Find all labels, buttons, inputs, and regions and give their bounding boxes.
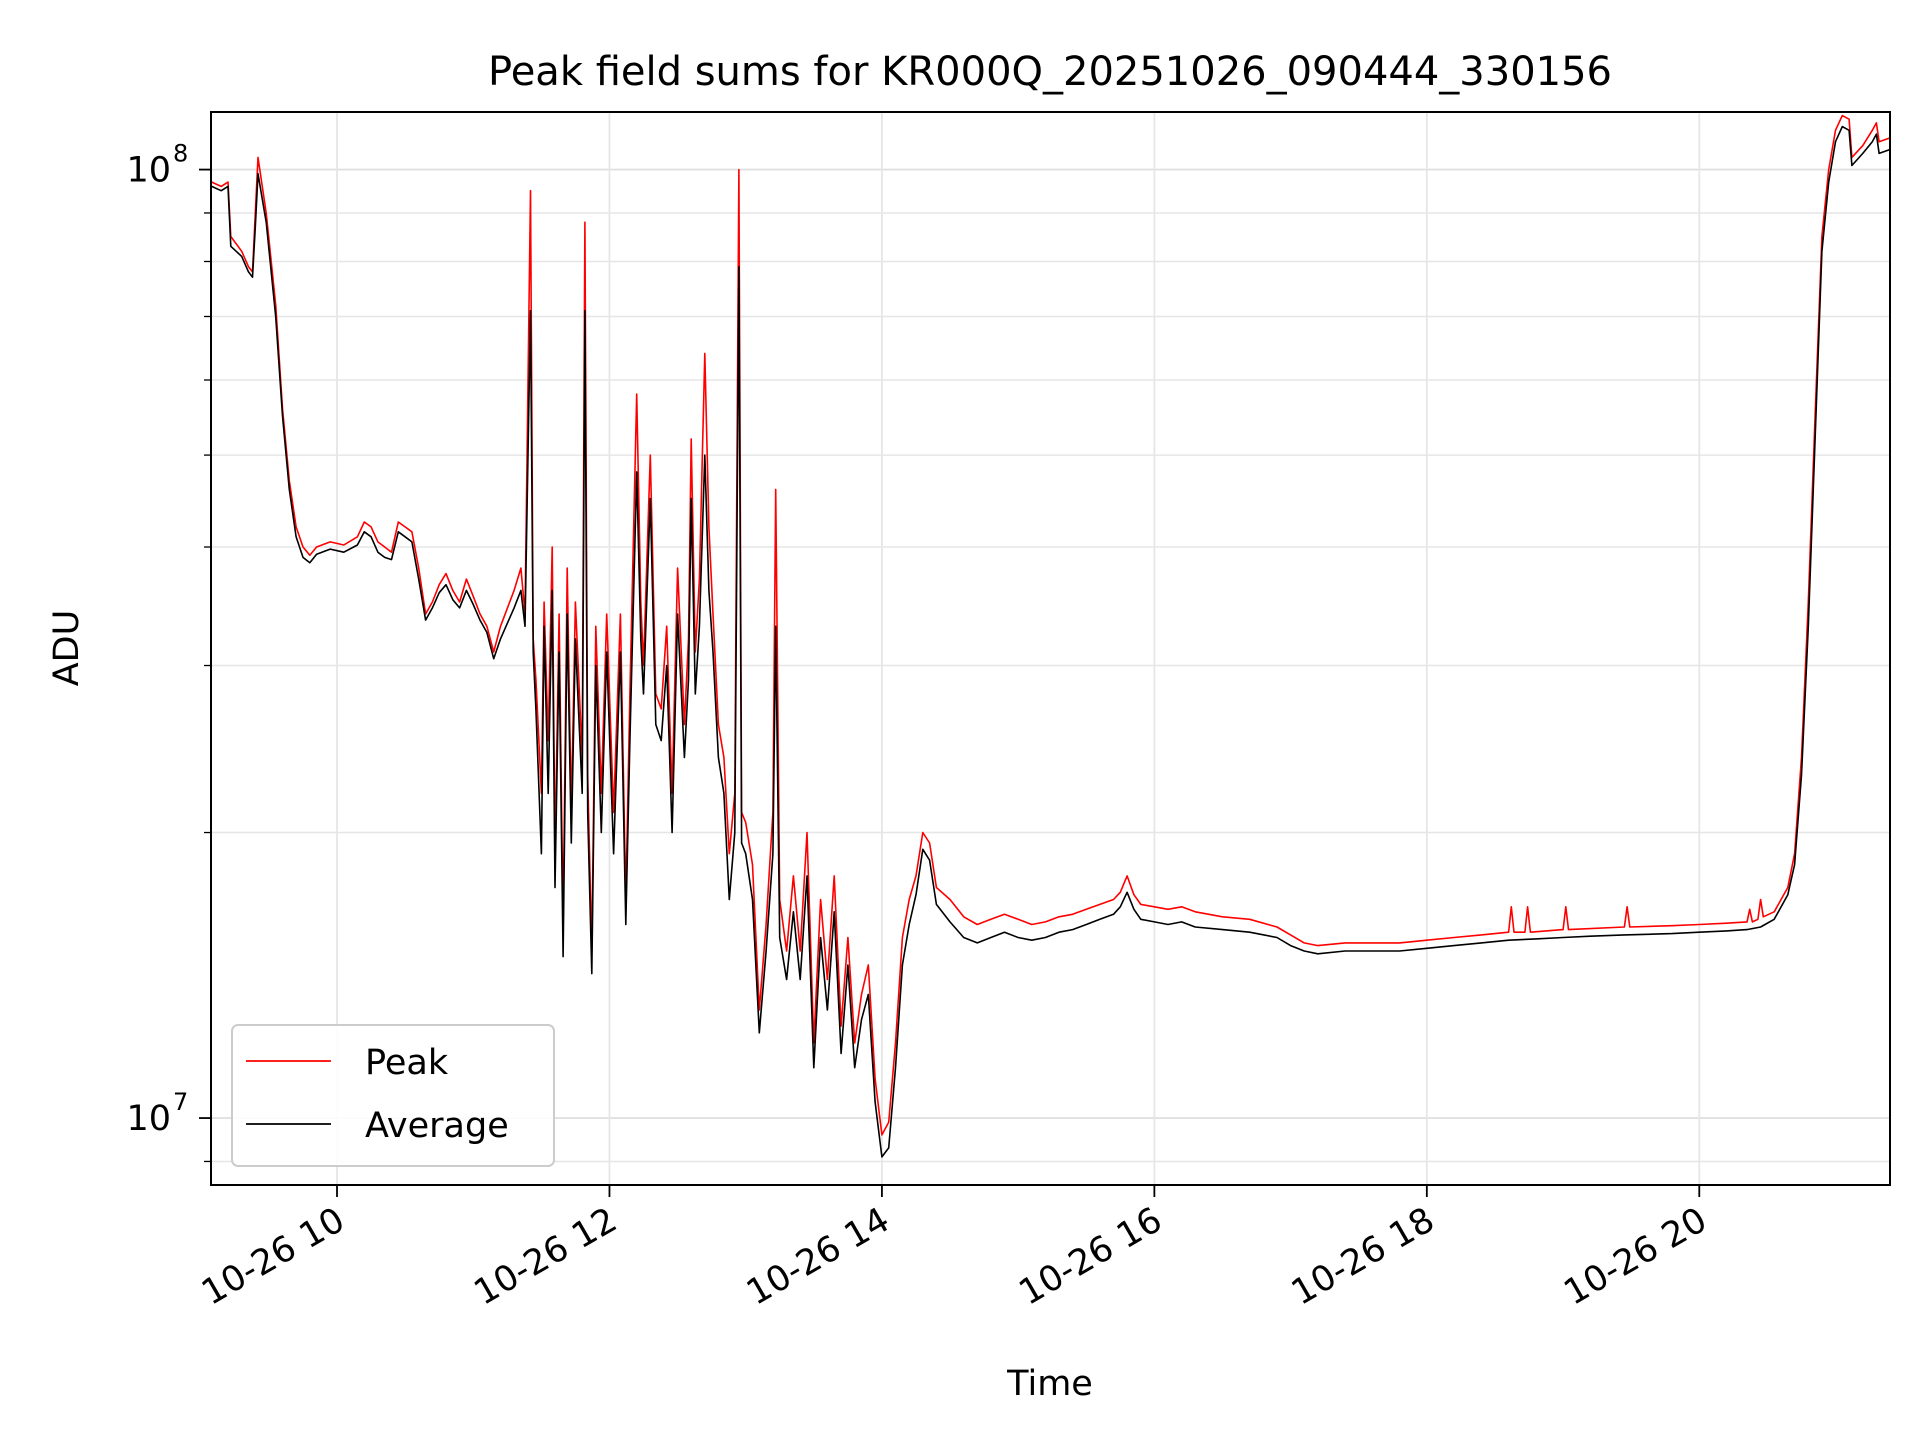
y-tick-label-exponent: 8 [173,140,188,168]
y-tick-label-exponent: 7 [173,1088,188,1116]
y-axis-label: ADU [47,610,87,687]
series-line-peak [211,114,1890,1136]
chart-title: Peak field sums for KR000Q_20251026_0904… [488,49,1612,95]
series-layer [211,114,1890,1158]
y-tick-label: 10 [126,1099,171,1139]
grid-lines [211,112,1890,1185]
x-axis-label: Time [1006,1364,1093,1404]
legend-label-peak: Peak [365,1043,449,1083]
y-tick-label: 10 [126,151,171,191]
legend-label-average: Average [365,1106,509,1146]
legend: Peak Average [231,1024,555,1167]
plot-frame [210,111,1891,1186]
series-line-average [211,125,1890,1158]
